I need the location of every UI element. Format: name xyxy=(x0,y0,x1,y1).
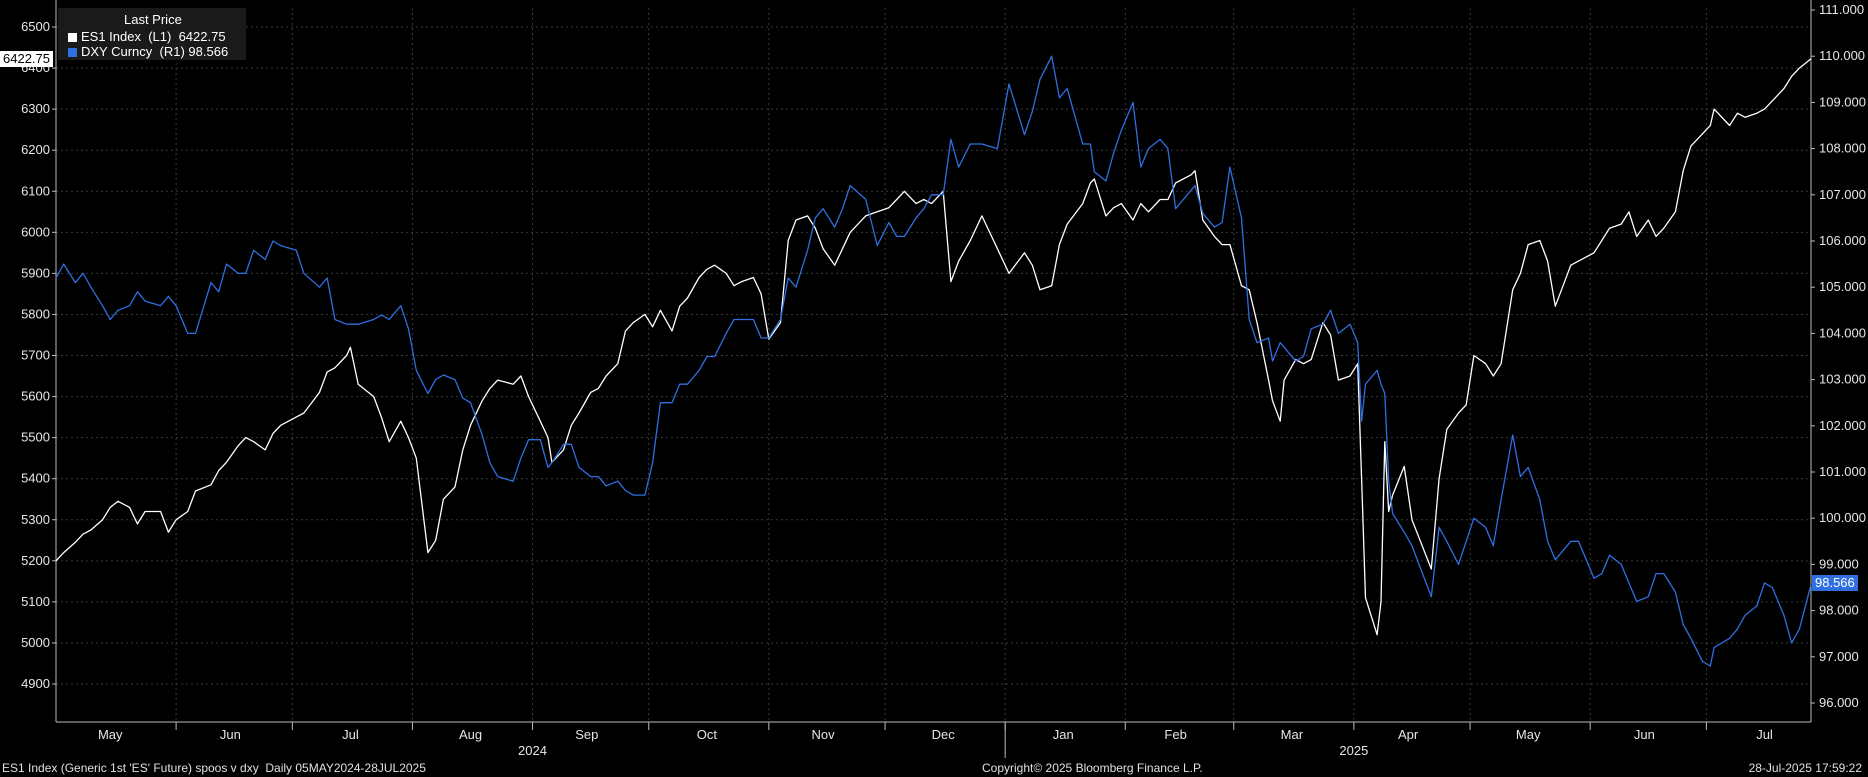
x-month-label: Mar xyxy=(1281,727,1304,742)
x-month-label: Jul xyxy=(1756,727,1773,742)
legend-swatch-es1 xyxy=(68,33,77,42)
legend-dxy-value: 98.566 xyxy=(188,44,229,59)
left-tick-label: 4900 xyxy=(21,676,50,691)
last-price-badge-es1: 6422.75 xyxy=(0,51,53,67)
x-year-label: 2024 xyxy=(518,743,547,758)
right-tick-label: 103.000 xyxy=(1819,372,1866,387)
right-tick-label: 109.000 xyxy=(1819,94,1866,109)
left-tick-label: 5300 xyxy=(21,512,50,527)
x-month-label: Aug xyxy=(459,727,482,742)
left-tick-label: 5600 xyxy=(21,389,50,404)
left-tick-label: 6200 xyxy=(21,142,50,157)
left-tick-label: 6100 xyxy=(21,183,50,198)
right-tick-label: 100.000 xyxy=(1819,510,1866,525)
legend-dxy-label: DXY Curncy (R1) xyxy=(81,44,185,59)
right-tick-label: 104.000 xyxy=(1819,325,1866,340)
legend-item-es1: ES1 Index (L1) 6422.75 xyxy=(68,29,226,44)
x-month-label: Jul xyxy=(342,727,359,742)
x-month-label: Nov xyxy=(812,727,836,742)
left-tick-label: 5000 xyxy=(21,635,50,650)
legend-header: Last Price xyxy=(124,12,182,27)
footer-description: ES1 Index (Generic 1st 'ES' Future) spoo… xyxy=(2,761,426,775)
left-tick-label: 5500 xyxy=(21,430,50,445)
x-month-label: May xyxy=(98,727,123,742)
right-tick-label: 110.000 xyxy=(1819,48,1865,63)
left-tick-label: 5100 xyxy=(21,594,50,609)
chart-legend: Last Price ES1 Index (L1) 6422.75 DXY Cu… xyxy=(58,8,246,60)
right-tick-label: 106.000 xyxy=(1819,233,1866,248)
left-tick-label: 6500 xyxy=(21,19,50,34)
last-price-badge-dxy: 98.566 xyxy=(1812,575,1858,591)
left-tick-label: 5800 xyxy=(21,306,50,321)
left-tick-label: 5200 xyxy=(21,553,50,568)
x-month-label: Dec xyxy=(932,727,956,742)
x-month-label: Jun xyxy=(220,727,241,742)
right-tick-label: 108.000 xyxy=(1819,141,1866,156)
legend-swatch-dxy xyxy=(68,48,77,57)
right-tick-label: 105.000 xyxy=(1819,279,1866,294)
chart-axes: 4900 5000 5100 5200 5300 5400 5500 5600 5700 5800… xyxy=(21,0,1866,758)
chart-grid xyxy=(56,8,1811,722)
right-tick-label: 98.000 xyxy=(1819,603,1859,618)
legend-item-dxy: DXY Curncy (R1) 98.566 xyxy=(68,44,228,59)
left-tick-label: 5700 xyxy=(21,348,50,363)
left-tick-label: 5400 xyxy=(21,471,50,486)
right-tick-label: 102.000 xyxy=(1819,418,1866,433)
x-month-label: Oct xyxy=(697,727,718,742)
left-tick-label: 6300 xyxy=(21,101,50,116)
x-month-label: Sep xyxy=(575,727,598,742)
x-month-label: May xyxy=(1516,727,1541,742)
right-tick-label: 96.000 xyxy=(1819,695,1859,710)
x-year-label: 2025 xyxy=(1339,743,1368,758)
x-month-label: Feb xyxy=(1164,727,1186,742)
left-tick-label: 6000 xyxy=(21,224,50,239)
left-tick-label: 5900 xyxy=(21,265,50,280)
legend-es1-value: 6422.75 xyxy=(178,29,226,44)
chart-series xyxy=(55,55,1812,667)
right-tick-label: 107.000 xyxy=(1819,187,1866,202)
right-tick-label: 99.000 xyxy=(1819,556,1859,571)
series-line-dxy xyxy=(55,55,1812,667)
right-tick-label: 101.000 xyxy=(1819,464,1866,479)
x-month-label: Apr xyxy=(1398,727,1419,742)
series-line-es1 xyxy=(55,58,1812,636)
footer-timestamp: 28-Jul-2025 17:59:22 xyxy=(1748,761,1862,775)
x-month-label: Jun xyxy=(1634,727,1655,742)
right-tick-label: 97.000 xyxy=(1819,649,1859,664)
right-tick-label: 111.000 xyxy=(1819,2,1864,17)
footer-copyright: Copyright© 2025 Bloomberg Finance L.P. xyxy=(982,761,1203,775)
legend-es1-label: ES1 Index (L1) xyxy=(81,29,172,44)
x-month-label: Jan xyxy=(1053,727,1074,742)
